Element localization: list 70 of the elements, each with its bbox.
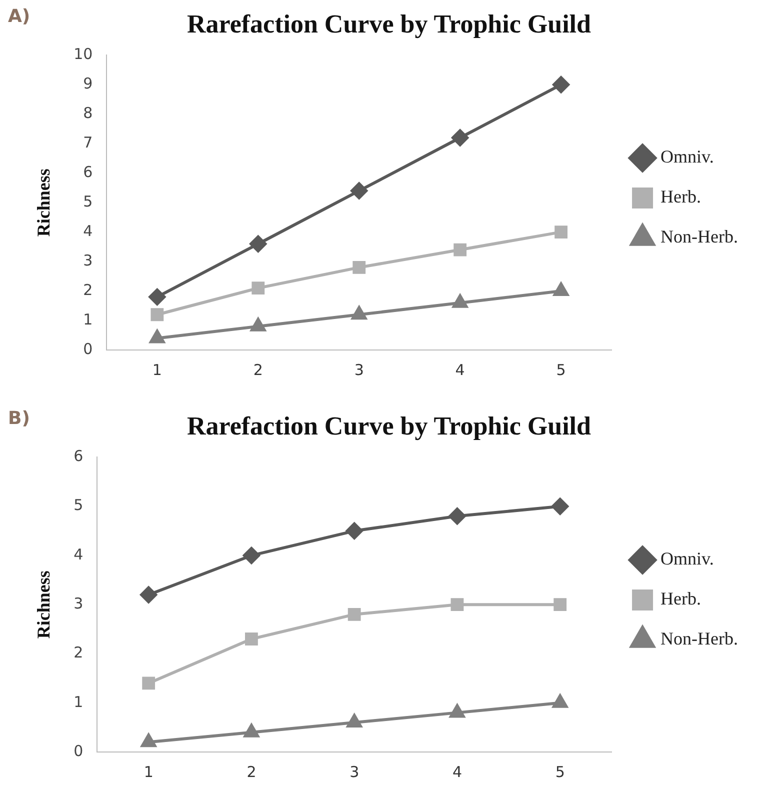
point [448,508,466,525]
y-tick-label: 10 [74,45,93,64]
point [450,704,465,718]
point [245,632,258,646]
legend-label: Herb. [660,588,702,609]
point [150,330,165,344]
point [348,608,361,621]
x-tick-label: 1 [144,762,154,781]
y-tick-label: 7 [83,134,93,152]
chart-title: Rarefaction Curve by Trophic Guild [187,9,592,38]
text: A) [8,6,30,27]
y-tick-label: 4 [83,222,93,240]
chart-title: Rarefaction Curve by Trophic Guild [187,411,592,440]
x-tick-label: 5 [556,360,566,379]
x-tick-label: 4 [455,360,465,379]
point [250,235,267,252]
legend-label: Omniv. [660,548,714,569]
y-axis-title: Richness [33,570,54,639]
legend-label: Non-Herb. [660,226,738,247]
point [148,288,166,306]
point [142,676,156,690]
y-tick-label: 0 [83,340,93,358]
x-tick-label: 4 [452,762,462,781]
point [454,243,467,256]
y-tick-label: 5 [74,496,84,514]
point [452,129,469,146]
point [141,734,156,748]
point [552,694,568,708]
point [452,294,468,308]
y-tick-label: 5 [83,192,93,210]
y-tick-label: 3 [74,594,84,612]
y-tick-label: 1 [74,692,84,711]
point [554,226,568,239]
point [352,261,366,274]
point [350,182,368,200]
y-tick-label: 6 [74,447,84,466]
x-tick-label: 2 [253,360,263,379]
point [450,598,464,612]
point [140,586,158,604]
y-tick-label: 6 [83,163,93,182]
point [554,598,567,612]
legend-label: Herb. [660,186,702,207]
y-axis-title: Richness [33,168,54,237]
point [352,306,367,320]
point [346,522,363,540]
legend-label: Non-Herb. [660,628,738,649]
point [244,724,260,738]
y-tick-label: 0 [74,742,84,760]
point [553,282,569,296]
y-tick-label: 4 [74,545,84,564]
x-tick-label: 2 [246,762,256,781]
point [346,714,362,728]
y-tick-label: 3 [83,251,93,270]
point [252,282,265,295]
legend-label: Omniv. [660,146,714,167]
point [552,76,570,94]
text: B) [8,408,30,429]
y-tick-label: 2 [74,644,84,662]
y-tick-label: 1 [83,310,93,328]
point [552,498,569,515]
x-tick-label: 1 [152,360,162,379]
y-tick-label: 2 [83,280,93,299]
point [150,308,164,322]
y-tick-label: 8 [83,104,93,122]
x-tick-label: 3 [350,762,360,781]
point [242,546,260,564]
y-tick-label: 9 [83,74,93,93]
point [250,318,266,332]
x-tick-label: 5 [555,762,565,781]
x-tick-label: 3 [354,360,364,379]
